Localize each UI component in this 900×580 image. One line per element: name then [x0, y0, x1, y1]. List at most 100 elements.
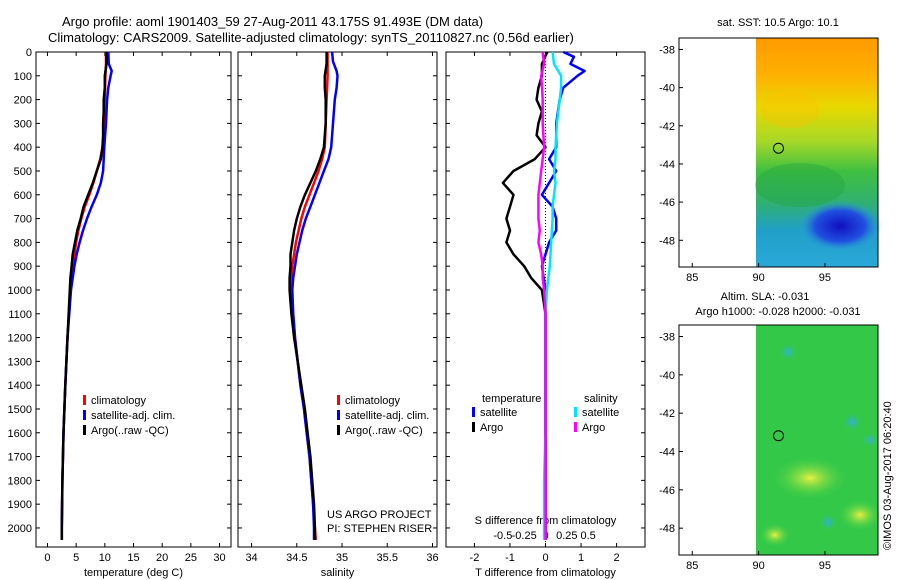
y-tick-label: 500 — [14, 166, 32, 178]
y-tick-label: -38 — [659, 44, 675, 56]
legend-label: satellite-adj. clim. — [91, 410, 175, 422]
legend-swatch — [83, 395, 86, 405]
legend-label: climatology — [345, 395, 401, 407]
top-tick-label: -0.5 — [493, 530, 512, 542]
legend-swatch — [337, 395, 340, 405]
salinity-profile-frame — [237, 51, 438, 548]
sla-low-spot — [779, 343, 797, 361]
x-tick-label: 95 — [819, 560, 831, 572]
y-tick-label: -48 — [659, 523, 675, 535]
y-tick-label: 900 — [14, 261, 32, 273]
y-tick-label: -46 — [659, 197, 675, 209]
y-tick-label: 1800 — [8, 475, 32, 487]
sla-high-patch — [772, 456, 848, 500]
y-tick-label: 800 — [14, 237, 32, 249]
difference-profile-panel: -2 -1 0 1 2-0.5 -0.25 0 0.25 0.5S difference fro… — [445, 50, 646, 579]
y-tick-label: 1400 — [8, 380, 32, 392]
x-tick-label: 35.5 — [377, 552, 398, 564]
y-tick-label: -40 — [659, 83, 675, 95]
y-tick-label: 400 — [14, 142, 32, 154]
sst-map-axes: 85 90 95 -38 -40 -42 -44 -46 -48 sat. SST: 10.5 A… — [659, 17, 839, 284]
legend-swatch — [83, 410, 86, 420]
x-axis-label: temperature (deg C) — [84, 567, 183, 579]
y-tick-label: 1200 — [8, 333, 32, 345]
x-tick-label: -2 — [470, 552, 480, 564]
argo-position-marker — [773, 142, 784, 154]
y-tick-label: 1100 — [8, 309, 32, 321]
map-title-line1: Altim. SLA: -0.031 — [721, 291, 810, 303]
sla-high-patch — [838, 499, 882, 531]
y-tick-label: -44 — [659, 447, 675, 459]
sla-low-spot — [819, 513, 837, 531]
y-tick-label: 1000 — [8, 285, 32, 297]
figure-title-line2: Climatology: CARS2009. Satellite-adjuste… — [48, 30, 574, 45]
x-tick-label: 5 — [73, 552, 79, 564]
legend-swatch — [83, 425, 86, 435]
x-tick-label: 1 — [578, 552, 584, 564]
y-tick-label: 300 — [14, 118, 32, 130]
y-tick-label: 1300 — [8, 356, 32, 368]
top-tick-label: -0.25 — [512, 530, 537, 542]
legend-header-temperature: temperature — [482, 393, 541, 405]
y-tick-label: -42 — [659, 408, 675, 420]
series-line-argo-raw-qc- — [288, 52, 328, 540]
legend-swatch — [574, 422, 577, 432]
x-tick-label: 10 — [99, 552, 111, 564]
legend-swatch — [337, 425, 340, 435]
footer-stamp: ©IMOS 03-Aug-2017 06:20:40 — [882, 401, 894, 550]
x-tick-label: 34 — [245, 552, 257, 564]
y-tick-label: 200 — [14, 95, 32, 107]
y-tick-label: -38 — [659, 332, 675, 344]
y-tick-label: -48 — [659, 235, 675, 247]
x-axis-label: T difference from climatology — [475, 567, 616, 579]
top-tick-label: 0.5 — [580, 530, 595, 542]
x-tick-label: 20 — [156, 552, 168, 564]
sst-cold-eddy — [798, 200, 882, 252]
y-tick-label: 1900 — [8, 499, 32, 511]
map-title: sat. SST: 10.5 Argo: 10.1 — [717, 17, 839, 29]
y-tick-label: -46 — [659, 485, 675, 497]
legend-swatch — [337, 410, 340, 420]
series-line-argo-raw-qc- — [60, 52, 108, 540]
temperature-profile-panel: 0 5 10 15 20 25 300100200300400500600700800900… — [8, 47, 232, 579]
x-tick-label: 85 — [686, 560, 698, 572]
sla-high-patch — [759, 523, 791, 547]
y-tick-label: 1500 — [8, 404, 32, 416]
legend-swatch — [472, 407, 475, 417]
legend-label: satellite — [582, 407, 619, 419]
y-tick-label: 1600 — [8, 428, 32, 440]
annotation-pi: PI: STEPHEN RISER — [327, 523, 432, 535]
x-tick-label: 36 — [426, 552, 438, 564]
x-tick-label: 34.5 — [286, 552, 307, 564]
y-tick-label: 100 — [14, 71, 32, 83]
y-tick-label: -40 — [659, 370, 675, 382]
sla-map-axes: 85 90 95 -38 -40 -42 -44 -46 -48 Altim. SLA: -0.0… — [659, 291, 860, 572]
y-tick-label: -44 — [659, 159, 675, 171]
argo-position-marker — [773, 430, 784, 442]
sla-low-spot — [842, 412, 862, 432]
sst-warm-patch — [760, 92, 820, 128]
sst-green-patch — [755, 163, 845, 207]
x-tick-label: 90 — [752, 272, 764, 284]
x-tick-label: 2 — [614, 552, 620, 564]
temperature-profile-frame — [35, 51, 232, 548]
y-tick-label: 600 — [14, 190, 32, 202]
x-tick-label: 90 — [752, 560, 764, 572]
x-tick-label: 15 — [127, 552, 139, 564]
x-tick-label: 30 — [213, 552, 225, 564]
legend-label: Argo — [582, 422, 605, 434]
y-tick-label: 0 — [26, 47, 32, 59]
annotation-project: US ARGO PROJECT — [327, 509, 432, 521]
sla-low-spot — [862, 432, 878, 448]
legend-label: Argo(..raw -QC) — [91, 425, 169, 437]
figure-title-line1: Argo profile: aoml 1901403_59 27-Aug-201… — [62, 14, 484, 29]
top-tick-label: 0.25 — [556, 530, 577, 542]
legend-header-salinity: salinity — [584, 393, 618, 405]
x-tick-label: 0 — [44, 552, 50, 564]
legend-label: Argo(..raw -QC) — [345, 425, 423, 437]
x-tick-label: 95 — [819, 272, 831, 284]
x-tick-label: -1 — [505, 552, 515, 564]
x-tick-label: 25 — [185, 552, 197, 564]
y-tick-label: 700 — [14, 214, 32, 226]
